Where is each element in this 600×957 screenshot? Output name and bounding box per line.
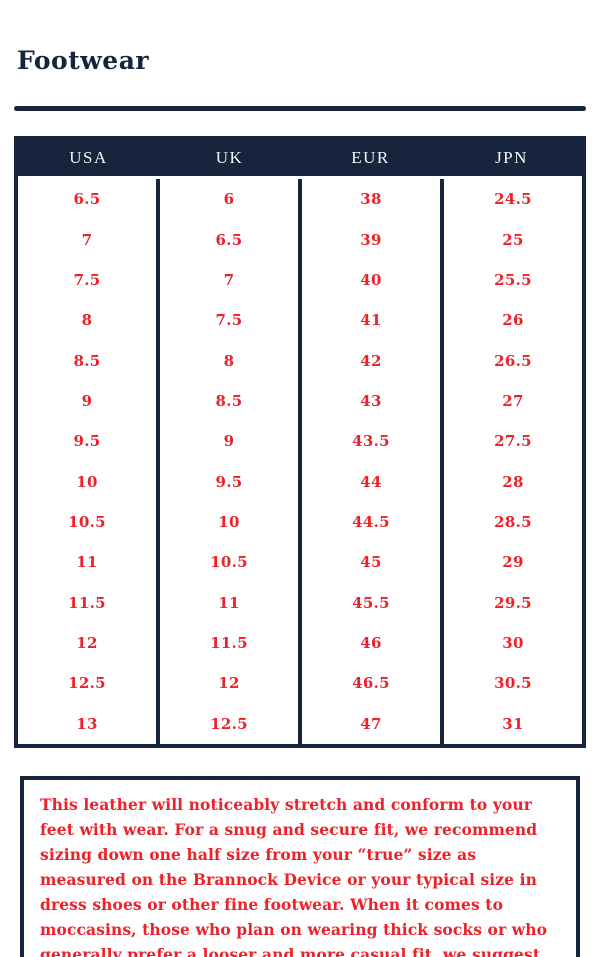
column-header-uk: UK xyxy=(215,148,244,167)
size-cell: 40 xyxy=(360,270,382,289)
size-cell: 25.5 xyxy=(494,270,532,289)
size-cell: 47 xyxy=(360,714,382,733)
column-header-usa: USA xyxy=(69,148,108,167)
size-cell: 6.5 xyxy=(73,190,101,209)
size-cell: 10 xyxy=(218,513,240,532)
page-title: Footwear xyxy=(17,46,150,75)
size-cell: 28 xyxy=(502,472,524,491)
size-cell: 26 xyxy=(502,311,524,330)
column-header-jpn: JPN xyxy=(495,148,528,167)
size-cell: 31 xyxy=(502,714,524,733)
size-cell: 44.5 xyxy=(352,513,390,532)
size-cell: 10 xyxy=(76,472,98,491)
size-cell: 11.5 xyxy=(210,634,248,653)
table-header-row: USA UK EUR JPN xyxy=(18,140,582,176)
size-column-jpn: 24.5 25 25.5 26 26.5 27 27.5 28 28.5 29 29.5 30 30.5… xyxy=(440,179,582,744)
size-cell: 43 xyxy=(360,391,382,410)
size-cell: 9.5 xyxy=(73,432,101,451)
size-cell: 6 xyxy=(223,190,235,209)
size-cell: 10.5 xyxy=(210,553,248,572)
size-cell: 11 xyxy=(76,553,98,572)
size-cell: 7 xyxy=(81,230,93,249)
size-conversion-table: USA UK EUR JPN 6.5 7 7.5 8 8.5 9 9.5 10 10.5 11 11.5 1… xyxy=(14,136,586,748)
title-divider-rule xyxy=(14,106,586,111)
size-cell: 12 xyxy=(218,674,240,693)
size-cell: 44 xyxy=(360,472,382,491)
sizing-note-text: This leather will noticeably stretch and… xyxy=(40,795,548,957)
size-cell: 30 xyxy=(502,634,524,653)
size-cell: 7 xyxy=(223,270,235,289)
size-cell: 9 xyxy=(223,432,235,451)
size-cell: 38 xyxy=(360,190,382,209)
size-cell: 27 xyxy=(502,391,524,410)
size-cell: 24.5 xyxy=(494,190,532,209)
size-cell: 12 xyxy=(76,634,98,653)
size-cell: 10.5 xyxy=(68,513,106,532)
size-cell: 11.5 xyxy=(68,593,106,612)
table-body: 6.5 7 7.5 8 8.5 9 9.5 10 10.5 11 11.5 12 12.5 13 6 6.5 7… xyxy=(18,176,582,744)
column-header-eur: EUR xyxy=(351,148,390,167)
size-cell: 27.5 xyxy=(494,432,532,451)
size-cell: 45.5 xyxy=(352,593,390,612)
size-cell: 42 xyxy=(360,351,382,370)
size-cell: 13 xyxy=(76,714,98,733)
size-cell: 8 xyxy=(223,351,235,370)
size-cell: 45 xyxy=(360,553,382,572)
size-cell: 7.5 xyxy=(73,270,101,289)
size-cell: 46.5 xyxy=(352,674,390,693)
size-cell: 29.5 xyxy=(494,593,532,612)
size-cell: 9.5 xyxy=(215,472,243,491)
sizing-note-box: This leather will noticeably stretch and… xyxy=(20,776,580,957)
size-cell: 12.5 xyxy=(210,714,248,733)
size-cell: 28.5 xyxy=(494,513,532,532)
size-cell: 26.5 xyxy=(494,351,532,370)
size-cell: 39 xyxy=(360,230,382,249)
size-cell: 12.5 xyxy=(68,674,106,693)
size-cell: 43.5 xyxy=(352,432,390,451)
size-cell: 7.5 xyxy=(215,311,243,330)
size-cell: 8.5 xyxy=(215,391,243,410)
size-cell: 8.5 xyxy=(73,351,101,370)
size-column-eur: 38 39 40 41 42 43 43.5 44 44.5 45 45.5 46 46.5 47 xyxy=(298,179,440,744)
size-cell: 30.5 xyxy=(494,674,532,693)
size-cell: 29 xyxy=(502,553,524,572)
size-cell: 11 xyxy=(218,593,240,612)
size-cell: 6.5 xyxy=(215,230,243,249)
size-cell: 41 xyxy=(360,311,382,330)
size-cell: 8 xyxy=(81,311,93,330)
size-column-uk: 6 6.5 7 7.5 8 8.5 9 9.5 10 10.5 11 11.5 12 12.5 xyxy=(156,179,298,744)
size-column-usa: 6.5 7 7.5 8 8.5 9 9.5 10 10.5 11 11.5 12 12.5 13 xyxy=(18,179,156,744)
size-cell: 46 xyxy=(360,634,382,653)
size-cell: 25 xyxy=(502,230,524,249)
size-cell: 9 xyxy=(81,391,93,410)
